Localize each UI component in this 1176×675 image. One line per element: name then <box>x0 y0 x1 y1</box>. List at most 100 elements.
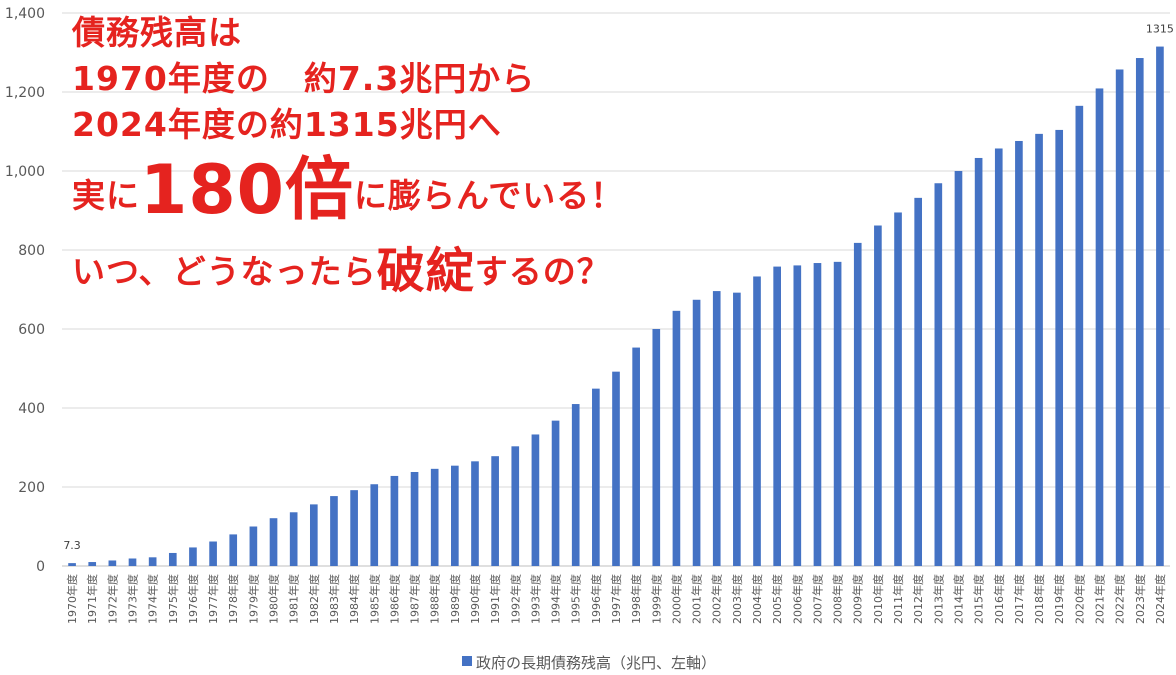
x-tick-label: 2021年度 <box>1092 574 1106 624</box>
x-tick-label: 1976年度 <box>186 574 200 624</box>
x-tick-label: 1981年度 <box>287 574 301 624</box>
x-tick-label: 2004年度 <box>750 574 764 624</box>
x-tick-label: 1983年度 <box>327 574 341 624</box>
x-tick-label: 1988年度 <box>428 574 442 624</box>
bar <box>289 512 298 566</box>
x-tick-label: 1991年度 <box>488 574 502 624</box>
x-tick-label: 2024年度 <box>1153 574 1167 624</box>
bar <box>410 471 419 566</box>
headline-line-1: 債務残高は <box>72 13 242 52</box>
bar <box>148 557 157 566</box>
bar <box>551 420 560 566</box>
x-tick-label: 2013年度 <box>931 574 945 624</box>
bar <box>1115 69 1124 567</box>
headline-collapse-word: 破綻 <box>376 243 475 299</box>
x-tick-label: 2018年度 <box>1032 574 1046 624</box>
bar <box>430 468 439 566</box>
x-tick-label: 2019年度 <box>1052 574 1066 624</box>
x-tick-label: 2023年度 <box>1133 574 1147 624</box>
headline-multiplier: 180倍 <box>140 151 354 230</box>
x-tick-label: 1986年度 <box>387 574 401 624</box>
x-tick-label: 1994年度 <box>549 574 563 624</box>
bar <box>390 475 399 566</box>
bar <box>1055 129 1064 567</box>
bar <box>612 371 620 566</box>
x-tick-label: 1974年度 <box>146 574 160 624</box>
bar <box>1095 88 1104 566</box>
data-label: 1315 <box>1146 23 1174 36</box>
bar <box>209 541 217 566</box>
x-tick-label: 2003年度 <box>730 574 744 624</box>
x-tick-label: 1972年度 <box>105 574 119 624</box>
x-tick-label: 2012年度 <box>911 574 925 624</box>
bar <box>491 456 499 566</box>
bar <box>753 276 761 566</box>
x-tick-label: 1982年度 <box>307 574 321 624</box>
bar <box>88 562 97 566</box>
headline-line-4: 実に180倍に膨らんでいる！ <box>72 156 624 231</box>
x-tick-label: 1998年度 <box>629 574 643 624</box>
legend-label: 政府の長期債務残高（兆円、左軸） <box>476 654 716 672</box>
x-tick-label: 1980年度 <box>267 574 281 624</box>
y-tick-label: 200 <box>18 480 45 496</box>
x-tick-label: 2020年度 <box>1072 574 1086 624</box>
y-tick-label: 400 <box>18 401 45 417</box>
bar <box>350 490 358 566</box>
bar <box>269 518 278 566</box>
bar <box>189 547 197 566</box>
bar <box>632 347 640 566</box>
x-tick-label: 1979年度 <box>246 574 260 624</box>
x-tick-label: 2001年度 <box>690 574 704 624</box>
x-tick-label: 2006年度 <box>790 574 804 624</box>
x-tick-label: 1971年度 <box>85 574 99 624</box>
bar <box>773 266 781 566</box>
x-tick-label: 1973年度 <box>126 574 140 624</box>
x-tick-label: 2015年度 <box>972 574 986 624</box>
bar <box>1015 140 1023 567</box>
x-tick-label: 2005年度 <box>770 574 784 624</box>
bar <box>1156 46 1164 566</box>
y-tick-label: 800 <box>18 243 45 259</box>
bar <box>168 552 177 566</box>
headline-line-5: いつ、どうなったら破綻するの？ <box>72 241 624 302</box>
bar <box>571 404 580 566</box>
x-tick-label: 1999年度 <box>649 574 663 624</box>
bar <box>934 183 943 566</box>
bar <box>108 560 117 566</box>
y-tick-label: 600 <box>18 322 45 338</box>
bar <box>733 292 741 566</box>
headline-line-2: 1970年度の 約7.3兆円から <box>72 59 536 98</box>
x-tick-label: 2007年度 <box>810 574 824 624</box>
headline-line-3: 2024年度の約1315兆円へ <box>72 105 502 144</box>
legend-swatch <box>461 656 472 666</box>
bar <box>471 461 479 566</box>
x-tick-label: 1997年度 <box>609 574 623 624</box>
x-tick-label: 1989年度 <box>448 574 462 624</box>
bar <box>974 157 983 566</box>
bar <box>531 434 540 566</box>
x-tick-label: 2000年度 <box>669 574 683 624</box>
bar <box>793 265 802 566</box>
bar <box>229 534 238 566</box>
x-tick-label: 2017年度 <box>1012 574 1026 624</box>
bar <box>672 310 681 566</box>
bar <box>309 504 318 566</box>
y-tick-label: 0 <box>36 559 45 575</box>
bar <box>451 465 459 566</box>
bar <box>692 299 701 566</box>
bar <box>1135 58 1144 566</box>
x-tick-label: 2002年度 <box>710 574 724 624</box>
bar <box>813 263 822 566</box>
bar <box>894 212 902 566</box>
x-tick-label: 1984年度 <box>347 574 361 624</box>
x-tick-label: 1970年度 <box>65 574 79 624</box>
bar <box>511 446 520 566</box>
bar <box>128 558 137 566</box>
bar <box>954 171 963 566</box>
bar <box>1035 133 1043 566</box>
headline-line-5-pre: いつ、どうなったら <box>72 252 377 291</box>
headline-line-4-pre: 実に <box>72 176 140 215</box>
x-tick-label: 1975年度 <box>166 574 180 624</box>
x-tick-label: 1996年度 <box>589 574 603 624</box>
